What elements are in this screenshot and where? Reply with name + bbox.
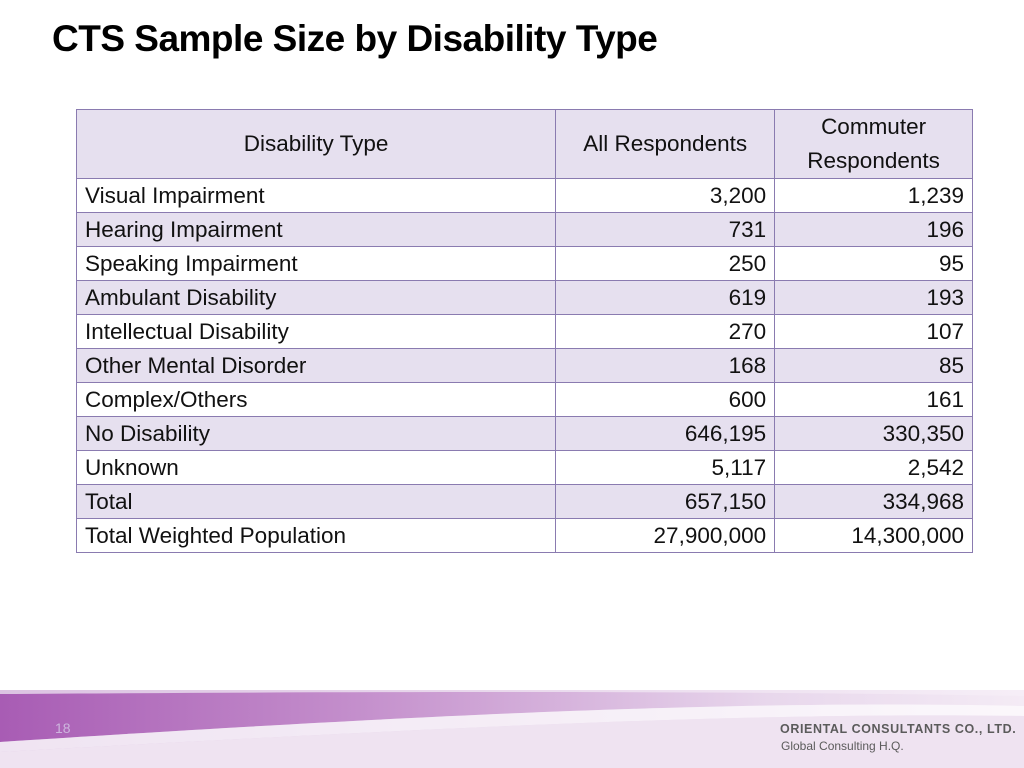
row-commuter-respondents: 334,968 [774,484,973,519]
header-commuter-line2: Respondents [807,148,940,173]
row-all-respondents: 5,117 [555,450,776,485]
row-disability-type: Total [75,484,557,519]
row-all-respondents: 600 [555,382,776,417]
header-commuter-respondents: Commuter Respondents [774,109,973,179]
row-commuter-respondents: 14,300,000 [774,518,973,553]
row-disability-type: Other Mental Disorder [75,348,557,383]
row-disability-type: Complex/Others [75,382,557,417]
table-row: Total 657,150 334,968 [75,484,973,519]
row-disability-type: Visual Impairment [75,178,557,213]
header-commuter-line1: Commuter [821,114,927,139]
table-row: Speaking Impairment 250 95 [75,246,973,281]
row-all-respondents: 270 [555,314,776,349]
row-commuter-respondents: 85 [774,348,973,383]
row-commuter-respondents: 107 [774,314,973,349]
row-disability-type: No Disability [75,416,557,451]
row-all-respondents: 731 [555,212,776,247]
row-commuter-respondents: 2,542 [774,450,973,485]
slide-title: CTS Sample Size by Disability Type [52,18,658,59]
row-disability-type: Hearing Impairment [75,212,557,247]
row-disability-type: Speaking Impairment [75,246,557,281]
header-all-respondents: All Respondents [555,109,776,179]
row-commuter-respondents: 95 [774,246,973,281]
company-logo-text: ORIENTAL CONSULTANTS CO., LTD. [780,722,1017,736]
row-all-respondents: 250 [555,246,776,281]
table-row: Total Weighted Population 27,900,000 14,… [75,518,973,553]
company-subtitle: Global Consulting H.Q. [781,739,904,753]
table-row: Unknown 5,117 2,542 [75,450,973,485]
row-disability-type: Ambulant Disability [75,280,557,315]
row-commuter-respondents: 193 [774,280,973,315]
footer-wave-highlight [0,704,1024,752]
footer-wave-lower [0,715,1024,768]
table-row: No Disability 646,195 330,350 [75,416,973,451]
row-all-respondents: 619 [555,280,776,315]
row-disability-type: Intellectual Disability [75,314,557,349]
row-all-respondents: 168 [555,348,776,383]
row-all-respondents: 657,150 [555,484,776,519]
footer-wave-band [0,690,1024,768]
table-row: Ambulant Disability 619 193 [75,280,973,315]
table-row: Visual Impairment 3,200 1,239 [75,178,973,213]
row-all-respondents: 3,200 [555,178,776,213]
table-header-row: Disability Type All Respondents Commuter… [75,109,973,179]
table-row: Intellectual Disability 270 107 [75,314,973,349]
row-commuter-respondents: 330,350 [774,416,973,451]
table-row: Hearing Impairment 731 196 [75,212,973,247]
row-all-respondents: 27,900,000 [555,518,776,553]
disability-sample-table: Disability Type All Respondents Commuter… [75,109,973,553]
row-commuter-respondents: 161 [774,382,973,417]
row-commuter-respondents: 196 [774,212,973,247]
row-disability-type: Total Weighted Population [75,518,557,553]
header-disability-type: Disability Type [75,109,557,179]
row-all-respondents: 646,195 [555,416,776,451]
table-row: Complex/Others 600 161 [75,382,973,417]
table-row: Other Mental Disorder 168 85 [75,348,973,383]
row-commuter-respondents: 1,239 [774,178,973,213]
page-number: 18 [55,720,71,736]
footer-wave-main [0,692,1024,742]
row-disability-type: Unknown [75,450,557,485]
